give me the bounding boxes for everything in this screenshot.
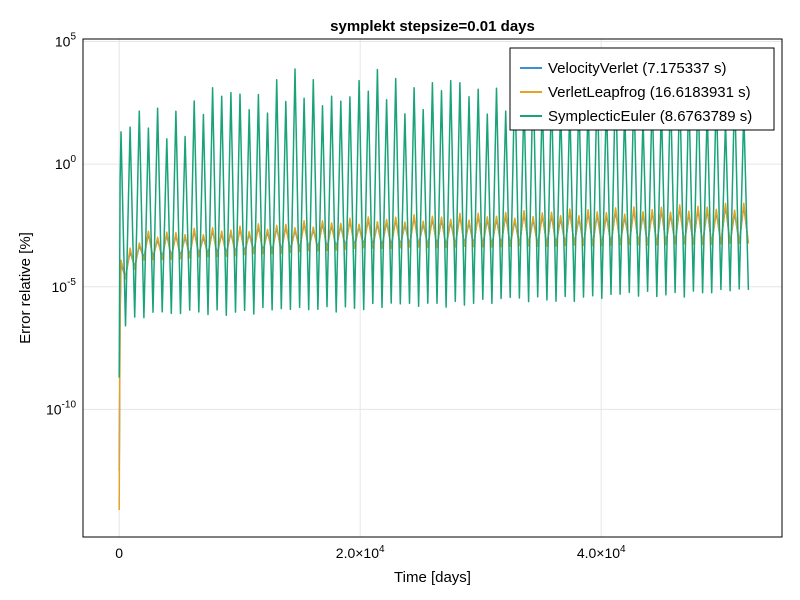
y-axis-ticks: 105 100 10-5 10-10	[46, 31, 76, 417]
plot-frame	[82, 38, 783, 538]
chart-title: symplekt stepsize=0.01 days	[330, 18, 535, 35]
x-axis-label: Time [days]	[394, 569, 471, 586]
legend-entry-1: VerletLeapfrog (16.6183931 s)	[548, 84, 751, 101]
y-axis-label: Error relative [%]	[17, 232, 34, 344]
legend-entry-0: VelocityVerlet (7.175337 s)	[548, 60, 726, 77]
legend-entry-2: SymplecticEuler (8.6763789 s)	[548, 108, 752, 125]
series-line-2	[118, 68, 750, 378]
x-axis-ticks: 0 2.0×104 4.0×104	[115, 544, 626, 561]
legend-box	[509, 47, 775, 131]
x-tick-label: 2.0×104	[336, 544, 385, 561]
series-layer	[118, 68, 750, 511]
x-tick-label: 4.0×104	[577, 544, 626, 561]
x-tick-label: 0	[115, 545, 123, 561]
legend: VelocityVerlet (7.175337 s) VerletLeapfro…	[509, 47, 775, 131]
y-tick-label: 105	[55, 31, 77, 49]
y-tick-label: 10-10	[46, 399, 76, 417]
y-tick-label: 10-5	[52, 277, 77, 295]
y-tick-label: 100	[55, 154, 77, 172]
